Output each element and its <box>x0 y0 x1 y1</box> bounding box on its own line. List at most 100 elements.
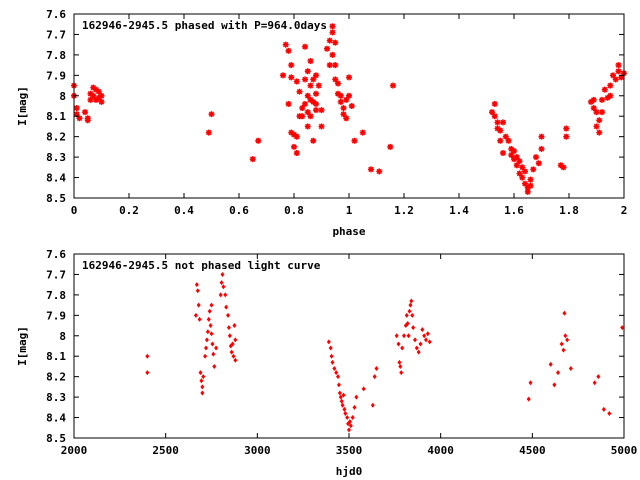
phased-data-point <box>304 122 312 131</box>
phased-data-point <box>521 167 529 176</box>
unphased-data-point <box>326 339 331 345</box>
unphased-data-point <box>209 331 214 337</box>
phased-data-point <box>598 108 606 116</box>
unphased-y-tick-label: 8 <box>59 330 66 343</box>
phased-data-point <box>496 137 504 145</box>
phased-data-point <box>526 181 535 190</box>
phased-data-point <box>499 149 507 157</box>
phased-data-point <box>306 112 315 120</box>
phased-data-point <box>345 92 353 100</box>
unphased-data-point <box>197 316 202 322</box>
phased-data-point <box>81 108 89 116</box>
unphased-x-tick-label: 5000 <box>611 444 638 457</box>
phased-data-point <box>339 104 348 112</box>
unphased-data-point <box>199 378 204 384</box>
unphased-x-axis-label: hjd0 <box>336 465 363 478</box>
unphased-data-point <box>233 357 238 363</box>
unphased-data-point <box>402 333 406 339</box>
phased-data-point <box>348 102 356 110</box>
unphased-x-tick-label: 3500 <box>336 444 363 457</box>
unphased-data-point <box>209 302 214 308</box>
phased-data-point <box>504 137 513 145</box>
phased-data-point <box>326 36 334 45</box>
phased-chart-title: 162946-2945.5 phased with P=964.0days <box>82 19 327 32</box>
unphased-data-point <box>559 341 564 347</box>
phased-data-point <box>367 165 375 174</box>
phased-y-tick-label: 8.4 <box>46 172 66 185</box>
phased-data-point <box>595 116 603 125</box>
phased-y-tick-label: 8.5 <box>46 192 66 205</box>
phased-data-point <box>97 92 106 100</box>
unphased-data-point <box>528 380 533 386</box>
unphased-x-tick-label: 4500 <box>519 444 546 457</box>
unphased-chart-title: 162946-2945.5 not phased light curve <box>82 259 321 272</box>
phased-data-point <box>205 128 213 137</box>
unphased-data-point <box>336 382 341 388</box>
phased-data-point <box>601 85 609 94</box>
unphased-data-point <box>420 327 425 333</box>
unphased-data-point <box>370 402 375 408</box>
unphased-data-point <box>200 390 205 396</box>
phased-data-point <box>328 51 337 59</box>
phased-plot-marks <box>70 22 628 196</box>
unphased-data-point <box>409 298 414 304</box>
phased-y-axis-label: I[mag] <box>16 86 29 126</box>
phased-data-point <box>524 188 532 196</box>
unphased-data-point <box>194 282 199 288</box>
phased-data-point <box>496 126 504 135</box>
unphased-data-point <box>233 337 238 343</box>
unphased-y-ticks: 7.6 7.7 7.8 7.9 8 8.1 8.2 8.3 8.4 8.5 <box>46 248 624 445</box>
unphased-data-point <box>207 308 212 314</box>
phased-data-point <box>301 100 309 108</box>
unphased-data-point <box>407 308 412 314</box>
phased-data-point <box>73 104 81 112</box>
phased-data-point <box>595 128 603 137</box>
phased-data-point <box>590 96 598 104</box>
phased-data-point <box>284 100 293 108</box>
phased-data-point <box>592 122 601 131</box>
unphased-data-point <box>332 365 337 371</box>
unphased-data-point <box>422 333 427 339</box>
phased-data-point <box>359 128 367 137</box>
unphased-x-ticks: 2000 2500 3000 3500 4000 4500 5000 <box>61 254 638 457</box>
phased-x-tick-label: 2 <box>621 204 628 217</box>
phased-data-point <box>331 38 339 47</box>
unphased-data-point <box>592 380 597 386</box>
unphased-data-point <box>334 370 339 376</box>
phased-y-tick-label: 8 <box>59 90 66 103</box>
phased-y-tick-label: 7.8 <box>46 49 66 62</box>
unphased-data-point <box>232 323 237 329</box>
unphased-data-point <box>562 310 567 316</box>
unphased-data-point <box>340 402 345 408</box>
phased-data-point <box>375 167 383 176</box>
phased-y-tick-label: 7.9 <box>46 69 66 82</box>
phased-data-point <box>345 73 353 82</box>
unphased-data-point <box>219 280 224 286</box>
phased-data-point <box>315 81 323 90</box>
unphased-data-point <box>342 406 347 412</box>
phased-data-point <box>97 98 106 106</box>
phased-data-point <box>312 89 320 98</box>
unphased-data-point <box>607 410 612 416</box>
unphased-data-point <box>211 351 216 357</box>
phased-y-tick-label: 8.3 <box>46 151 66 164</box>
phased-data-point <box>295 87 304 96</box>
unphased-data-point <box>231 353 236 359</box>
phased-data-point <box>342 114 350 123</box>
phased-x-tick-label: 0.2 <box>119 204 139 217</box>
unphased-data-point <box>410 312 415 318</box>
phased-data-point <box>323 45 331 53</box>
unphased-data-point <box>336 374 340 380</box>
unphased-data-point <box>354 394 359 400</box>
unphased-data-point <box>220 271 225 277</box>
unphased-y-tick-label: 7.6 <box>46 248 66 261</box>
unphased-data-point <box>343 410 348 416</box>
unphased-x-tick-label: 2500 <box>152 444 179 457</box>
phased-data-point <box>282 40 290 49</box>
phased-data-point <box>254 137 262 145</box>
unphased-data-point <box>563 333 568 339</box>
unphased-data-point <box>394 333 399 339</box>
phased-y-tick-label: 8.1 <box>46 110 66 123</box>
unphased-data-point <box>145 353 150 359</box>
